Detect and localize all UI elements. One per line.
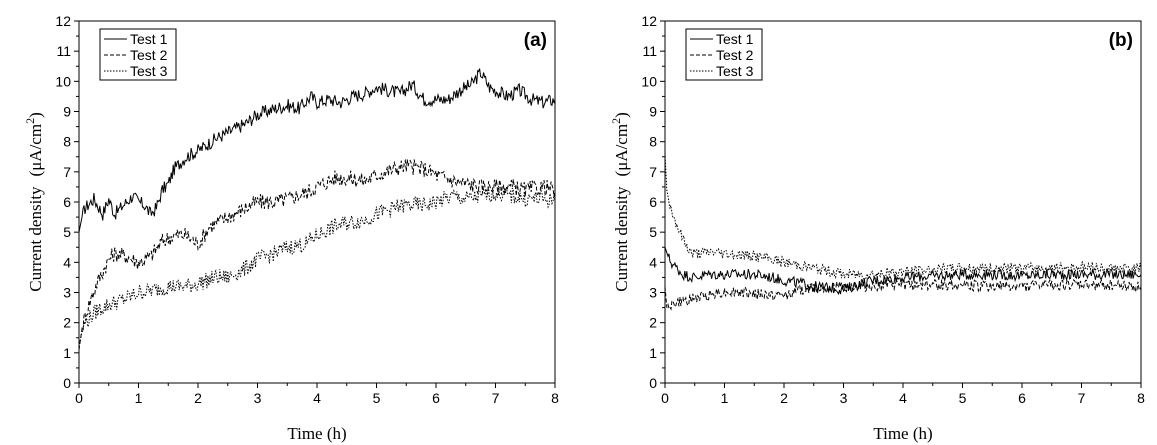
x-tick-label: 1 xyxy=(721,390,729,406)
legend-label-2: Test 2 xyxy=(130,47,168,63)
series-line-3 xyxy=(78,185,556,347)
y-tick-label: 5 xyxy=(649,224,657,240)
x-tick-label: 2 xyxy=(780,390,788,406)
x-tick-label: 4 xyxy=(899,390,907,406)
x-tick-label: 1 xyxy=(135,390,143,406)
y-tick-label: 0 xyxy=(649,375,657,391)
y-tick-label: 2 xyxy=(649,315,657,331)
series-line-3 xyxy=(664,153,1142,281)
y-axis-title: Current density (μA/cm2) xyxy=(609,112,631,292)
series-line-2 xyxy=(78,158,556,350)
x-tick-label: 3 xyxy=(840,390,848,406)
y-axis-title-unit: (μA/cm xyxy=(612,124,631,177)
x-tick-label: 4 xyxy=(313,390,321,406)
y-tick-label: 7 xyxy=(63,164,71,180)
y-tick-label: 1 xyxy=(63,345,71,361)
y-axis-title-unit-close: ) xyxy=(26,112,45,118)
y-tick-label: 8 xyxy=(649,134,657,150)
y-tick-label: 4 xyxy=(63,254,71,270)
y-tick-label: 9 xyxy=(649,104,657,120)
y-tick-label: 2 xyxy=(63,315,71,331)
series-line-2 xyxy=(664,277,1142,311)
legend-label-1: Test 1 xyxy=(716,31,754,47)
y-axis-title-main: Current density xyxy=(612,186,631,292)
x-axis-title: Time (h) xyxy=(287,424,346,443)
y-axis-title-unit: (μA/cm xyxy=(26,124,45,177)
y-tick-label: 6 xyxy=(649,194,657,210)
x-tick-label: 8 xyxy=(1137,390,1145,406)
y-tick-label: 12 xyxy=(55,13,71,29)
y-tick-label: 1 xyxy=(649,345,657,361)
y-tick-label: 10 xyxy=(55,73,71,89)
x-tick-label: 0 xyxy=(75,390,83,406)
x-tick-label: 6 xyxy=(432,390,440,406)
y-tick-label: 11 xyxy=(642,43,657,59)
y-axis-title-unit-sup: 2 xyxy=(23,118,37,124)
y-axis-title-unit-sup: 2 xyxy=(609,118,623,124)
y-tick-label: 3 xyxy=(63,285,71,301)
x-tick-label: 5 xyxy=(373,390,381,406)
x-tick-label: 3 xyxy=(254,390,262,406)
y-tick-label: 4 xyxy=(649,254,657,270)
y-axis-title-unit-close: ) xyxy=(612,112,631,118)
x-axis-title: Time (h) xyxy=(873,424,932,443)
y-tick-label: 6 xyxy=(63,194,71,210)
y-tick-label: 10 xyxy=(641,73,657,89)
x-tick-label: 5 xyxy=(959,390,967,406)
x-tick-label: 7 xyxy=(1078,390,1086,406)
y-tick-label: 0 xyxy=(63,375,71,391)
series-line-1 xyxy=(78,68,556,233)
x-tick-label: 8 xyxy=(551,390,559,406)
x-tick-label: 7 xyxy=(492,390,500,406)
x-tick-label: 6 xyxy=(1018,390,1026,406)
y-axis-title-main: Current density xyxy=(26,186,45,292)
x-tick-label: 0 xyxy=(661,390,669,406)
y-tick-label: 7 xyxy=(649,164,657,180)
y-tick-label: 8 xyxy=(63,134,71,150)
legend-label-3: Test 3 xyxy=(130,63,168,79)
series-line-1 xyxy=(664,247,1142,296)
legend-label-3: Test 3 xyxy=(716,63,754,79)
y-tick-label: 3 xyxy=(649,285,657,301)
panel-label: (b) xyxy=(1109,30,1133,51)
y-tick-label: 5 xyxy=(63,224,71,240)
x-tick-label: 2 xyxy=(194,390,202,406)
panel-label: (a) xyxy=(524,30,547,51)
y-axis-title: Current density (μA/cm2) xyxy=(23,112,45,292)
legend-label-2: Test 2 xyxy=(716,47,754,63)
y-tick-label: 11 xyxy=(56,43,71,59)
legend-label-1: Test 1 xyxy=(130,31,168,47)
y-tick-label: 12 xyxy=(641,13,657,29)
y-tick-label: 9 xyxy=(63,104,71,120)
